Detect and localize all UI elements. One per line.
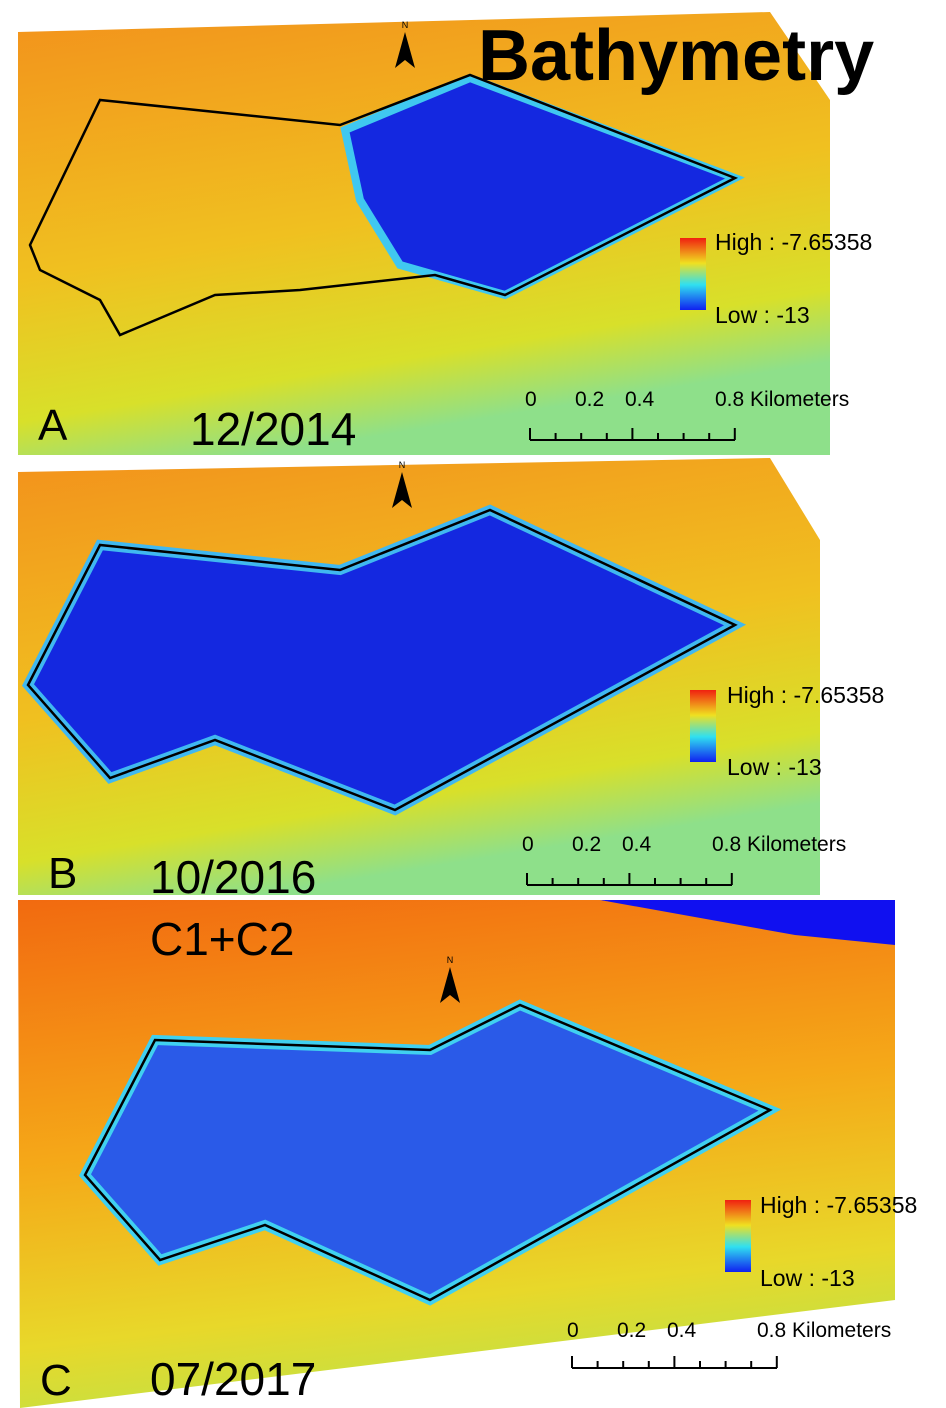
scale-label: 0 bbox=[525, 388, 537, 411]
legend-low: Low : -13 bbox=[760, 1265, 855, 1291]
north-arrow bbox=[395, 32, 415, 68]
scale-label: 0.2 bbox=[572, 833, 601, 856]
panel-letter: B bbox=[48, 849, 77, 898]
panel-date: 07/2017 bbox=[150, 1353, 316, 1405]
panel-note: C1+C2 bbox=[150, 913, 294, 965]
scale-label: 0.8 Kilometers bbox=[712, 833, 846, 856]
panel-date: 10/2016 bbox=[150, 851, 316, 903]
boundary bbox=[26, 508, 738, 812]
legend-high: High : -7.65358 bbox=[727, 682, 884, 708]
scale-label: 0.2 bbox=[617, 1319, 646, 1342]
legend-high: High : -7.65358 bbox=[760, 1192, 917, 1218]
north-label: N bbox=[447, 955, 454, 965]
north-label: N bbox=[402, 20, 409, 30]
scale-label: 0 bbox=[522, 833, 534, 856]
north-arrow bbox=[440, 967, 460, 1003]
legend-ramp bbox=[690, 690, 716, 762]
panel-letter: C bbox=[40, 1356, 72, 1405]
title: Bathymetry bbox=[478, 16, 874, 96]
scale-label: 0 bbox=[567, 1319, 579, 1342]
north-label: N bbox=[399, 460, 406, 470]
boundary bbox=[83, 1003, 773, 1302]
scale-label: 0.2 bbox=[575, 388, 604, 411]
scale-label: 0.4 bbox=[622, 833, 652, 856]
scale-label: 0.8 Kilometers bbox=[715, 388, 849, 411]
panel-date: 12/2014 bbox=[190, 403, 356, 455]
legend-ramp bbox=[680, 238, 706, 310]
legend-low: Low : -13 bbox=[715, 302, 810, 328]
scale-label: 0.4 bbox=[625, 388, 655, 411]
legend-high: High : -7.65358 bbox=[715, 229, 872, 255]
panel-letter: A bbox=[38, 401, 68, 450]
north-arrow bbox=[392, 472, 412, 508]
legend-low: Low : -13 bbox=[727, 754, 822, 780]
nodata-strip bbox=[600, 900, 895, 945]
legend-ramp bbox=[725, 1200, 751, 1272]
boundary bbox=[28, 73, 739, 337]
scale-label: 0.4 bbox=[667, 1319, 697, 1342]
scale-label: 0.8 Kilometers bbox=[757, 1319, 891, 1342]
